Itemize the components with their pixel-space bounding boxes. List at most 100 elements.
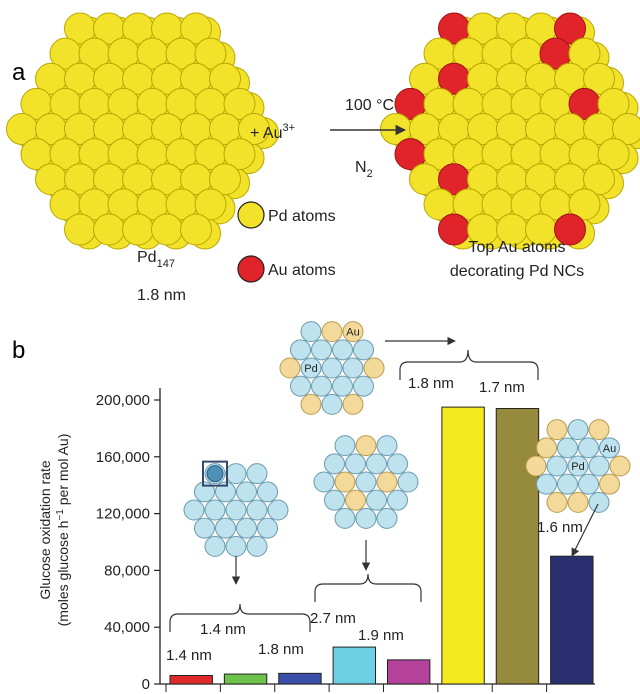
pd-atom [324,489,345,511]
product-caption-line2: decorating Pd NCs [450,263,584,280]
pd-atom [353,339,374,361]
au-atom [599,473,620,495]
pd-atom [567,455,589,477]
pd-atom [204,535,226,557]
annotation-group-1: 1.4 nm [200,621,246,638]
core-atom [206,465,224,483]
pd-atom [300,357,322,379]
pd-atom [557,437,578,459]
au-atom [554,213,586,246]
cluster-icon-mixed [313,435,419,529]
bracket-group-3 [399,349,539,380]
product-caption-line1: Top Au atoms [469,239,566,256]
bar-4 [332,646,377,685]
pd-atom [238,113,270,145]
pd-atom [194,517,215,539]
pd147-label: Pd147 [137,249,175,270]
reactant-au-ion: + Au3+ [250,122,295,142]
pd-atom [376,435,398,457]
cluster-icon-edge-au: Au Pd [525,419,631,513]
pd-atom [345,453,366,475]
pd-atom [387,453,408,475]
bar-2 [223,673,268,685]
pd-atom [290,375,311,397]
pd-atom [93,213,125,246]
legend-au-label: Au atoms [268,262,336,279]
chart-bars [165,406,594,692]
y-tick-label: 0 [142,676,150,693]
pd-atom [236,517,257,539]
pd-atom [588,491,610,513]
pd-atom [353,375,374,397]
au-atom [300,393,322,415]
pd-atom [599,437,620,459]
pd-atom [194,188,227,221]
cluster-icon-core-au [183,460,289,557]
pd-atom [321,357,343,379]
cluster-pd-label: Pd [304,363,317,375]
pd-atom [183,499,205,521]
au-atom [525,455,547,477]
bar-5 [386,659,431,685]
pd-atom [568,37,601,70]
pd-atom [536,473,557,495]
bar-6 [441,406,485,685]
pd-atom [366,453,387,475]
pd-atom [376,507,398,529]
pd-atom [225,535,247,557]
pd-atom [366,489,387,511]
au-atom [334,471,356,493]
legend-pd-label: Pd atoms [268,208,336,225]
pd-atom [257,517,278,539]
pd-atom [324,453,345,475]
au-atom [355,435,377,457]
pd-atom [612,113,640,145]
bar-8 [550,555,594,685]
reaction-atmosphere: N2 [355,159,373,180]
pd-atom [290,339,311,361]
pd-atom [209,163,241,196]
annotation-bar-6: 1.8 nm [408,375,454,392]
pd-atom [332,375,353,397]
pd-atom [236,481,257,503]
pd-atom [300,321,322,343]
pd-atom [223,87,256,120]
pd-atom [313,471,335,493]
bar-7 [495,408,540,685]
pd-atom [225,463,247,485]
au-atom [554,12,586,45]
pd-atom [321,393,343,415]
pd-atom [194,481,215,503]
pd-atom [342,357,364,379]
bracket-group-1 [169,603,311,632]
pd-atom [355,507,377,529]
pd-atom [267,499,289,521]
au-atom [342,393,364,415]
cluster-icon-top-au: Au Pd [279,321,385,415]
pd-atom [180,12,212,45]
pd-atom [311,339,332,361]
pd-atom [397,471,419,493]
pd-atom [151,213,183,246]
pd-atom [597,138,630,171]
au-atom [376,471,398,493]
bar-3 [278,672,322,685]
cluster-au-label: Au [603,443,616,455]
pd-atom [225,499,247,521]
cluster-pd-label: Pd [571,461,584,473]
bar-1 [169,674,213,685]
cluster-au-label: Au [346,327,359,339]
pd-atom [246,535,268,557]
pd-atom [215,517,236,539]
pd-atom [122,213,154,246]
annotation-bar-8: 1.6 nm [537,519,583,536]
au-atom [609,455,631,477]
au-atom [588,419,610,441]
y-tick-label: 40,000 [104,619,150,636]
pd-atom [246,463,268,485]
annotation-bar-5: 1.9 nm [358,627,404,644]
legend-pd-marker [237,201,265,229]
pd-atom [180,213,212,246]
pd-atom [246,499,268,521]
bracket-group-2 [314,573,422,602]
